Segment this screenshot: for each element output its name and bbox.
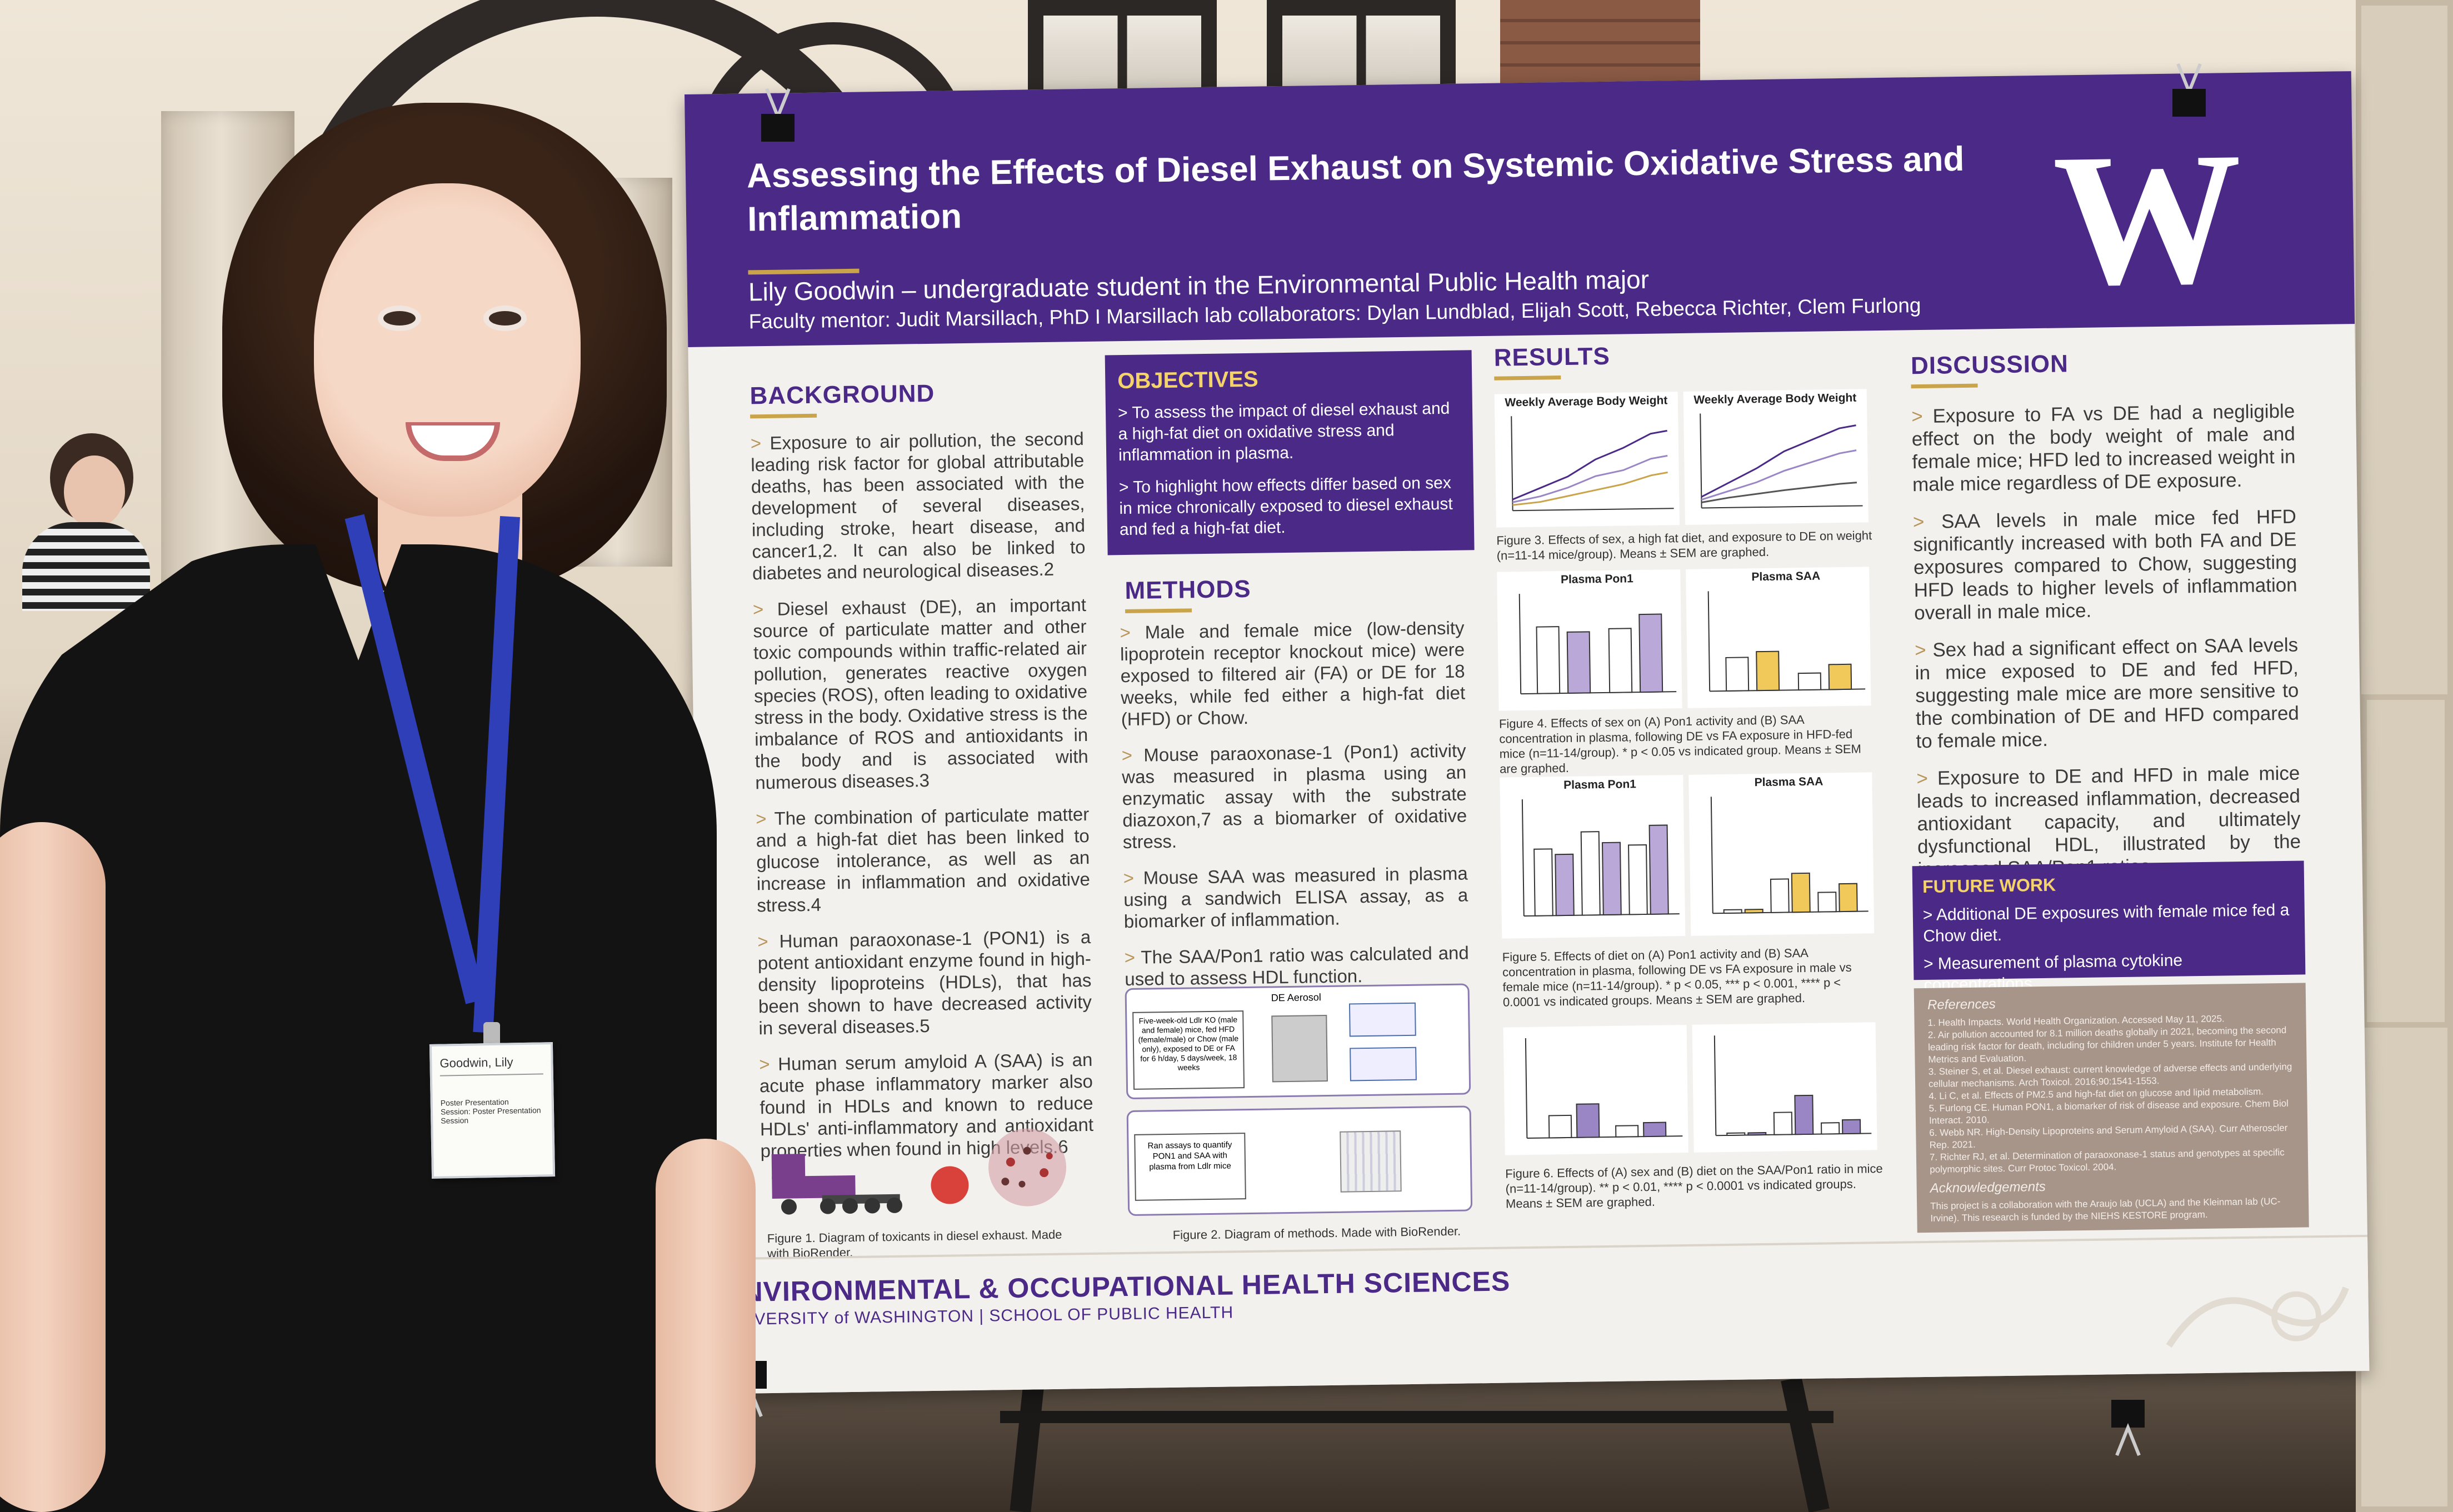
decorative-pattern: [2166, 1286, 2349, 1348]
heading-bar: [750, 413, 817, 419]
discussion-paragraph: Exposure to FA vs DE had a negligible ef…: [1911, 400, 2296, 497]
step-1-box: Five-week-old Ldlr KO (male and female) …: [1132, 1010, 1245, 1090]
chart-title: Plasma SAA: [1754, 775, 1823, 789]
acknowledgements-text: This project is a collaboration with the…: [1930, 1196, 2281, 1224]
references-heading: References: [1927, 997, 1996, 1013]
easel-crossbar: [1000, 1411, 1833, 1423]
objectives-box: OBJECTIVES > To assess the impact of die…: [1105, 350, 1475, 555]
background-text: Exposure to air pollution, the second le…: [751, 428, 1095, 1176]
binder-clip: [2111, 1400, 2145, 1456]
reference-item: 7. Richter RJ, et al. Determination of p…: [1929, 1146, 2285, 1175]
methods-diagram: Five-week-old Ldlr KO (male and female) …: [1125, 983, 1473, 1221]
background-paragraph: Diesel exhaust (DE), an important source…: [753, 594, 1089, 793]
presenter-eye: [383, 311, 416, 326]
presenter-arm: [0, 822, 106, 1512]
background-person: [22, 433, 150, 611]
background-paragraph: Exposure to air pollution, the second le…: [751, 428, 1086, 584]
discussion-paragraph: SAA levels in male mice fed HFD signific…: [1913, 505, 2298, 625]
chart-title: Weekly Average Body Weight: [1505, 394, 1667, 409]
body-weight-chart-1: Weekly Average Body Weight: [1494, 392, 1680, 528]
exposure-chamber: [1271, 1015, 1328, 1083]
diesel-truck-figure: [771, 1128, 1067, 1215]
saa-diet-chart: Plasma SAA: [1688, 772, 1875, 936]
figure-3-caption: Figure 3. Effects of sex, a high fat die…: [1496, 528, 1872, 563]
presenter-face: [314, 183, 581, 517]
methods-step-2: Ran assays to quantify PON1 and SAA with…: [1126, 1105, 1473, 1216]
saa-sex-chart: Plasma SAA: [1686, 567, 1871, 708]
figure-2-caption: Figure 2. Diagram of methods. Made with …: [1172, 1224, 1461, 1242]
figure-4-caption: Figure 4. Effects of sex on (A) Pon1 act…: [1498, 712, 1862, 776]
poster-title: Assessing the Effects of Diesel Exhaust …: [746, 139, 1965, 239]
easel-leg: [1010, 1376, 1045, 1512]
chart-title: Plasma Pon1: [1563, 778, 1636, 792]
figure-6-caption: Figure 6. Effects of (A) sex and (B) die…: [1505, 1161, 1883, 1211]
methods-paragraph: Male and female mice (low-density lipopr…: [1120, 617, 1466, 730]
discussion-heading: DISCUSSION: [1910, 350, 2069, 380]
presenter-shirt: [0, 544, 717, 1512]
future-work-item: > Additional DE exposures with female mi…: [1922, 900, 2290, 946]
uw-w-logo: W: [2052, 139, 2244, 298]
badge-name: Goodwin, Lily: [439, 1054, 543, 1077]
uw-logo-letter: W: [2052, 139, 2244, 298]
mouse-cage: [1350, 1047, 1417, 1082]
references-box: References 1. Health Impacts. World Heal…: [1914, 983, 2309, 1233]
presenter-eye: [489, 311, 521, 326]
pon1-diet-chart: Plasma Pon1: [1500, 775, 1686, 939]
chart-title: Plasma SAA: [1751, 570, 1820, 584]
figure-5-caption: Figure 5. Effects of diet on (A) Pon1 ac…: [1502, 945, 1852, 1009]
step-2-box: Ran assays to quantify PON1 and SAA with…: [1134, 1133, 1246, 1201]
name-badge: Goodwin, Lily Poster Presentation Sessio…: [429, 1042, 556, 1179]
future-work-heading: FUTURE WORK: [1922, 874, 2056, 897]
acknowledgements-heading: Acknowledgements: [1930, 1179, 2046, 1196]
mouse-cage: [1348, 1002, 1416, 1037]
chart-title: Plasma Pon1: [1561, 572, 1633, 586]
methods-text: Male and female mice (low-density lipopr…: [1120, 617, 1470, 1004]
methods-paragraph: The SAA/Pon1 ratio was calculated and us…: [1124, 942, 1469, 990]
background-heading: BACKGROUND: [750, 379, 935, 410]
heading-bar: [1125, 608, 1192, 614]
heading-bar: [1911, 383, 1978, 389]
binder-clip: [761, 88, 795, 142]
methods-paragraph: Mouse paraoxonase-1 (Pon1) activity was …: [1121, 739, 1467, 853]
results-heading: RESULTS: [1493, 342, 1611, 372]
de-aerosol-label: DE Aerosol: [1271, 992, 1321, 1004]
reference-item: 2. Air pollution accounted for 8.1 milli…: [1927, 1024, 2287, 1065]
easel-leg: [1781, 1376, 1830, 1512]
background-paragraph: Human paraoxonase-1 (PON1) is a potent a…: [757, 926, 1092, 1039]
pon1-sex-chart: Plasma Pon1: [1497, 569, 1682, 711]
ratio-diet-chart: [1692, 1022, 1877, 1153]
body-weight-chart-2: Weekly Average Body Weight: [1683, 389, 1869, 525]
future-work-box: FUTURE WORK > Additional DE exposures wi…: [1912, 860, 2306, 994]
badge-line: Session: Poster Presentation Session: [440, 1105, 541, 1125]
research-poster: Assessing the Effects of Diesel Exhaust …: [685, 71, 2370, 1394]
wall-panel: [2361, 694, 2450, 1028]
discussion-paragraph: Sex had a significant effect on SAA leve…: [1915, 634, 2300, 753]
binder-clip: [2172, 63, 2206, 117]
objective-item: > To highlight how effects differ based …: [1118, 473, 1453, 539]
heading-bar: [1494, 376, 1561, 380]
assay-plate: [1340, 1130, 1402, 1193]
objectives-heading: OBJECTIVES: [1117, 367, 1258, 394]
presenter-arm: [656, 1139, 756, 1512]
ratio-sex-chart: [1503, 1024, 1688, 1155]
methods-step-1: Five-week-old Ldlr KO (male and female) …: [1125, 983, 1471, 1100]
objective-item: > To assess the impact of diesel exhaust…: [1117, 399, 1450, 465]
background-paragraph: The combination of particulate matter an…: [756, 803, 1091, 916]
discussion-text: Exposure to FA vs DE had a negligible ef…: [1911, 400, 2301, 896]
chart-title: Weekly Average Body Weight: [1693, 392, 1856, 407]
methods-paragraph: Mouse SAA was measured in plasma using a…: [1123, 862, 1468, 932]
methods-heading: METHODS: [1125, 575, 1251, 605]
